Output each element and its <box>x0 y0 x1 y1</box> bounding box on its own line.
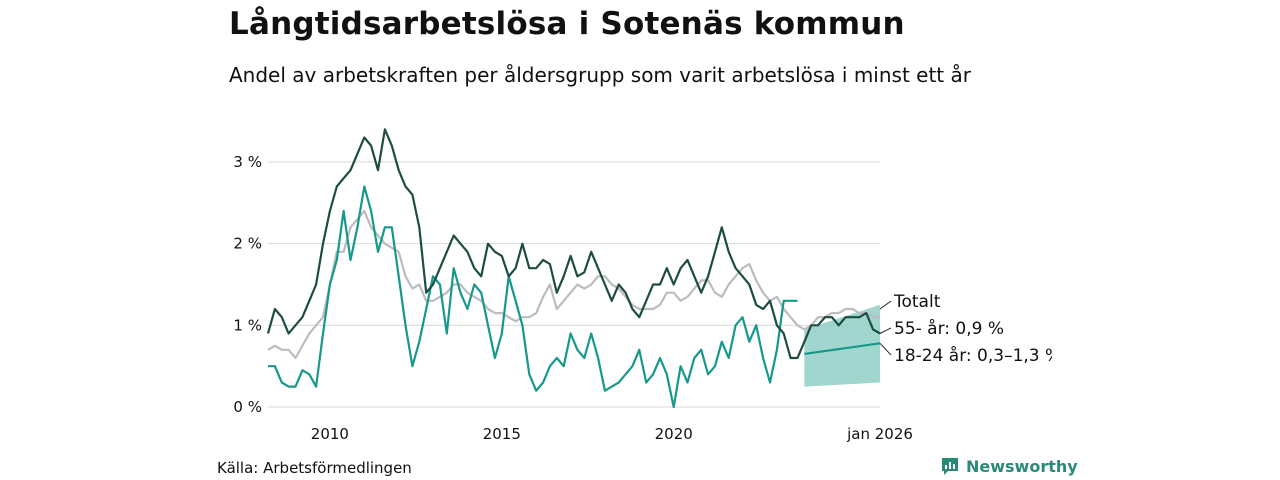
series-lines <box>266 128 881 409</box>
label-connector-age1824 <box>879 342 892 356</box>
label-connector-age55 <box>879 327 892 334</box>
chart-title: Långtidsarbetslösa i Sotenäs kommun <box>229 6 905 42</box>
source-note: Källa: Arbetsförmedlingen <box>217 459 412 477</box>
forecast-median-line <box>804 342 881 356</box>
chart-subtitle: Andel av arbetskraften per åldersgrupp s… <box>229 63 971 87</box>
y-tick-label: 2 % <box>233 235 262 253</box>
x-tick-label: 2015 <box>483 425 521 443</box>
x-tick-label: 2020 <box>655 425 693 443</box>
brand-name: Newsworthy <box>966 456 1078 476</box>
end-label-totalt: Totalt <box>893 292 941 312</box>
gridlines <box>268 161 880 408</box>
x-axis: 2010 2015 2020 jan 2026 <box>311 425 913 443</box>
label-connector-totalt <box>879 300 892 310</box>
end-label-age1824: 18-24 år: 0,3–1,3 % <box>894 345 1061 366</box>
end-label-age55: 55- år: 0,9 % <box>894 318 1004 339</box>
newsworthy-icon <box>942 458 958 475</box>
series-line-age1824 <box>268 185 798 409</box>
series-line-age55 <box>266 128 881 360</box>
forecast-band <box>804 304 880 387</box>
brand-logo: Newsworthy <box>940 456 1078 476</box>
forecast-band-group <box>804 304 881 387</box>
y-tick-label: 0 % <box>233 398 262 416</box>
y-tick-label: 3 % <box>233 153 262 171</box>
x-tick-label: 2010 <box>311 425 349 443</box>
y-axis: 0 % 1 % 2 % 3 % <box>233 153 262 416</box>
series-line-totalt <box>267 209 880 360</box>
y-tick-label: 1 % <box>233 316 262 334</box>
end-labels: Totalt 55- år: 0,9 % 18-24 år: 0,3–1,3 % <box>879 292 1061 366</box>
x-tick-label: jan 2026 <box>846 425 913 443</box>
